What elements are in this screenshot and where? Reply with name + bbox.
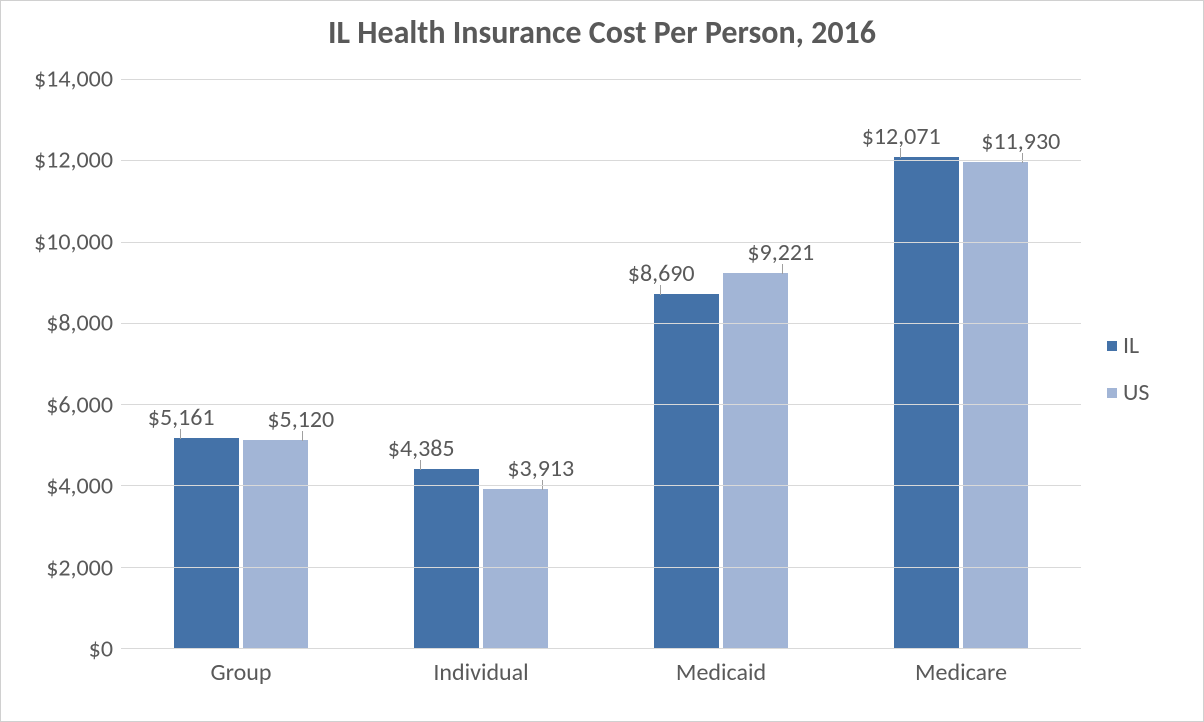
legend-label: IL [1123, 331, 1139, 360]
bar-value-label: $12,071 [846, 122, 956, 151]
bar-value-label: $8,690 [606, 259, 716, 288]
category-group: $12,071 $11,930 [841, 79, 1081, 648]
leader-line [660, 285, 661, 295]
y-tick-label: $4,000 [46, 472, 113, 501]
legend-label: US [1123, 378, 1149, 407]
bar-il [654, 294, 719, 648]
bar-il [894, 157, 959, 648]
category-group: $5,161 $5,120 [121, 79, 361, 648]
x-tick-label: Medicare [915, 658, 1007, 687]
y-tick-label: $6,000 [46, 390, 113, 419]
gridline [121, 567, 1081, 568]
y-tick-label: $14,000 [34, 65, 113, 94]
leader-line [1022, 153, 1023, 163]
plot-area: $0$2,000$4,000$6,000$8,000$10,000$12,000… [121, 79, 1081, 649]
gridline [121, 242, 1081, 243]
y-tick-label: $8,000 [46, 309, 113, 338]
legend-item: IL [1107, 331, 1149, 360]
legend-swatch [1107, 388, 1117, 398]
leader-line [782, 264, 783, 274]
gridline [121, 485, 1081, 486]
gridline [121, 404, 1081, 405]
bar-il [414, 469, 479, 648]
legend-swatch [1107, 341, 1117, 351]
gridline [121, 323, 1081, 324]
bar-us [483, 489, 548, 648]
leader-line [302, 431, 303, 441]
leader-line [900, 148, 901, 158]
y-axis: $0$2,000$4,000$6,000$8,000$10,000$12,000… [21, 79, 121, 649]
plot-grid: $5,161 $5,120 $4,385 $3,913$8,690$9,221$12,… [121, 79, 1081, 649]
x-tick-label: Individual [433, 658, 528, 687]
y-tick-label: $12,000 [34, 146, 113, 175]
bar-value-label: $5,161 [126, 403, 236, 432]
legend: IL US [1107, 331, 1149, 407]
bar-us [243, 440, 308, 648]
y-tick-label: $10,000 [34, 227, 113, 256]
bar-value-label: $4,385 [366, 434, 476, 463]
category-group: $4,385 $3,913 [361, 79, 601, 648]
bar-value-label: $3,913 [486, 454, 596, 483]
legend-item: US [1107, 378, 1149, 407]
gridline [121, 160, 1081, 161]
x-tick-label: Medicaid [676, 658, 766, 687]
bar-us [963, 162, 1028, 648]
gridline [121, 79, 1081, 80]
chart-title: IL Health Insurance Cost Per Person, 201… [1, 1, 1203, 52]
x-tick-label: Group [211, 658, 272, 687]
bar-value-label: $11,930 [966, 127, 1076, 156]
bars-layer: $5,161 $5,120 $4,385 $3,913$8,690$9,221$12,… [121, 79, 1081, 648]
bar-il [174, 438, 239, 648]
leader-line [180, 429, 181, 439]
category-group: $8,690$9,221 [601, 79, 841, 648]
y-tick-label: $0 [89, 635, 113, 664]
leader-line [420, 460, 421, 470]
bar-value-label: $5,120 [246, 405, 356, 434]
gridline [121, 648, 1081, 649]
chart-container: IL Health Insurance Cost Per Person, 201… [0, 0, 1204, 722]
bar-us [723, 273, 788, 648]
y-tick-label: $2,000 [46, 553, 113, 582]
